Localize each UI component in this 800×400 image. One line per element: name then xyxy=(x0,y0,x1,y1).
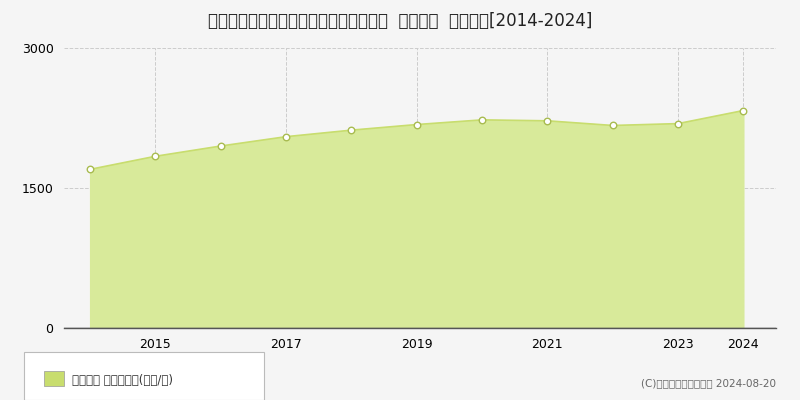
Point xyxy=(84,166,97,172)
Point xyxy=(280,134,293,140)
Point xyxy=(410,121,423,128)
Text: 地価公示 平均坂単価(万円/坂): 地価公示 平均坂単価(万円/坂) xyxy=(72,374,173,386)
Point xyxy=(345,127,358,133)
Point xyxy=(149,153,162,160)
Point xyxy=(541,118,554,124)
Text: 東京都千代田区永田町２丁目８１番１外  地価公示  地価推移[2014-2024]: 東京都千代田区永田町２丁目８１番１外 地価公示 地価推移[2014-2024] xyxy=(208,12,592,30)
Point xyxy=(214,143,227,149)
Point xyxy=(737,107,750,114)
Point xyxy=(476,117,489,123)
Text: (C)土地価格ドットコム 2024-08-20: (C)土地価格ドットコム 2024-08-20 xyxy=(641,378,776,388)
Point xyxy=(606,122,619,129)
Point xyxy=(672,120,685,127)
